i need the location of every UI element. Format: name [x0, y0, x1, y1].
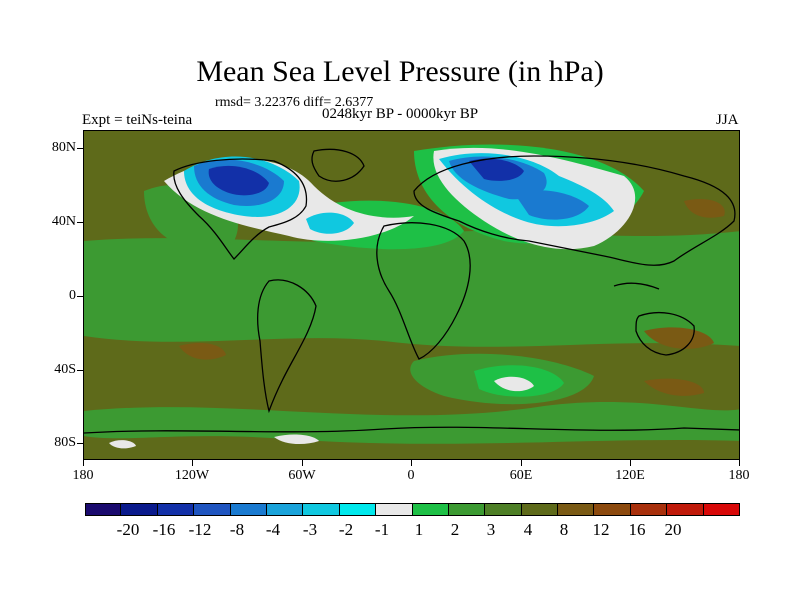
x-tick — [411, 460, 412, 466]
colorbar-swatch — [85, 503, 122, 516]
period-label: 0248kyr BP - 0000kyr BP — [322, 106, 479, 122]
coastline-africa — [376, 222, 471, 360]
pressure-map — [83, 130, 740, 460]
colorbar-swatch — [558, 503, 595, 516]
x-tick — [83, 460, 84, 466]
x-tick — [630, 460, 631, 466]
colorbar-label: -3 — [302, 520, 318, 539]
statistics-label: rmsd= 3.22376 diff= 2.6377 — [215, 95, 374, 110]
x-tick — [192, 460, 193, 466]
season-label: JJA — [716, 112, 739, 128]
x-tick — [739, 460, 740, 466]
field-white-antarctic-east — [274, 434, 319, 445]
field-blue-central-asia — [514, 190, 589, 220]
map-canvas — [84, 131, 739, 459]
colorbar-swatch — [303, 503, 340, 516]
colorbar — [85, 503, 741, 516]
y-tick — [77, 443, 83, 444]
colorbar-swatch — [121, 503, 158, 516]
colorbar-label: -1 — [374, 520, 390, 539]
field-dark-blue-north-america — [208, 165, 269, 196]
colorbar-swatch — [412, 503, 449, 516]
field-white-south-atlantic — [494, 376, 534, 392]
colorbar-label: 4 — [523, 520, 533, 539]
colorbar-label: -16 — [152, 520, 176, 539]
coastline-eurasia — [413, 155, 736, 266]
colorbar-label: 16 — [628, 520, 646, 539]
field-brown-southern-ocean — [644, 378, 704, 396]
y-tick — [77, 222, 83, 223]
y-tick — [77, 148, 83, 149]
colorbar-swatch — [339, 503, 377, 516]
x-axis-label: 180 — [728, 468, 750, 483]
colorbar-label: -12 — [188, 520, 212, 539]
colorbar-swatch — [376, 503, 413, 516]
coastline-antarctica — [84, 426, 739, 434]
y-axis-label: 0 — [69, 288, 76, 303]
colorbar-label: 1 — [414, 520, 424, 539]
x-axis-label: 0 — [407, 468, 415, 483]
field-green-southern-band — [84, 401, 739, 444]
coastline-australia — [635, 312, 695, 356]
map-title: Mean Sea Level Pressure (in hPa) — [196, 55, 604, 88]
colorbar-swatch — [157, 503, 195, 516]
coastline-north-america — [173, 158, 308, 260]
field-white-antarctic-west — [109, 440, 136, 449]
x-axis-label: 180 — [72, 468, 94, 483]
colorbar-frame — [85, 503, 740, 516]
colorbar-label: -4 — [265, 520, 281, 539]
colorbar-label: 20 — [664, 520, 682, 539]
y-axis-label: 80S — [54, 435, 76, 450]
colorbar-swatch — [230, 503, 267, 516]
colorbar-swatch — [630, 503, 668, 516]
x-axis-label: 120E — [615, 468, 645, 483]
colorbar-label: -2 — [338, 520, 354, 539]
colorbar-swatch — [594, 503, 631, 516]
x-tick — [302, 460, 303, 466]
experiment-label: Expt = teiNs-teina — [82, 112, 193, 128]
colorbar-label: 12 — [592, 520, 610, 539]
coastline-indonesia — [613, 282, 660, 290]
x-axis-label: 120W — [174, 468, 210, 483]
x-tick — [521, 460, 522, 466]
y-axis-label: 40S — [54, 362, 76, 377]
colorbar-label: 2 — [450, 520, 460, 539]
x-axis-label: 60E — [509, 468, 533, 483]
y-axis-label: 80N — [51, 140, 76, 155]
y-tick — [77, 296, 83, 297]
colorbar-label: -8 — [229, 520, 245, 539]
y-axis-label: 40N — [51, 214, 76, 229]
colorbar-label: 8 — [559, 520, 569, 539]
colorbar-label: -20 — [116, 520, 140, 539]
colorbar-swatch — [266, 503, 304, 516]
x-axis-label: 60W — [288, 468, 316, 483]
colorbar-swatch — [194, 503, 231, 516]
field-brown-north-pacific — [684, 198, 725, 218]
colorbar-label: 3 — [486, 520, 496, 539]
coastline-south-america — [257, 279, 317, 414]
colorbar-swatch — [521, 503, 559, 516]
colorbar-swatch — [448, 503, 486, 516]
coastline-greenland — [311, 148, 365, 182]
colorbar-swatch — [667, 503, 704, 516]
colorbar-swatch — [485, 503, 522, 516]
field-cyan-atlantic — [306, 212, 354, 234]
y-tick — [77, 370, 83, 371]
field-green-tropics — [84, 231, 739, 347]
field-dark-blue-eurasia — [469, 158, 524, 181]
field-brown-east-pacific — [644, 327, 714, 349]
field-brown-south-pacific — [179, 342, 226, 360]
